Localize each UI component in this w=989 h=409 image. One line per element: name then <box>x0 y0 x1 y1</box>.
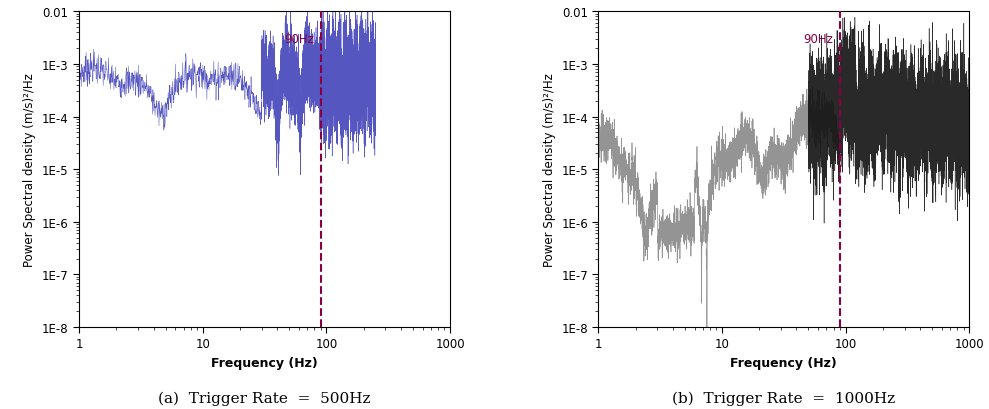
Text: (a)  Trigger Rate  =  500Hz: (a) Trigger Rate = 500Hz <box>158 390 371 405</box>
Text: (b)  Trigger Rate  =  1000Hz: (b) Trigger Rate = 1000Hz <box>673 390 895 405</box>
Text: 90Hz: 90Hz <box>284 33 314 46</box>
Y-axis label: Power Spectral density (m/s)²/Hz: Power Spectral density (m/s)²/Hz <box>543 73 556 266</box>
Y-axis label: Power Spectral density (m/s)²/Hz: Power Spectral density (m/s)²/Hz <box>24 73 37 266</box>
Text: 90Hz: 90Hz <box>803 33 833 46</box>
X-axis label: Frequency (Hz): Frequency (Hz) <box>731 356 837 369</box>
X-axis label: Frequency (Hz): Frequency (Hz) <box>212 356 317 369</box>
